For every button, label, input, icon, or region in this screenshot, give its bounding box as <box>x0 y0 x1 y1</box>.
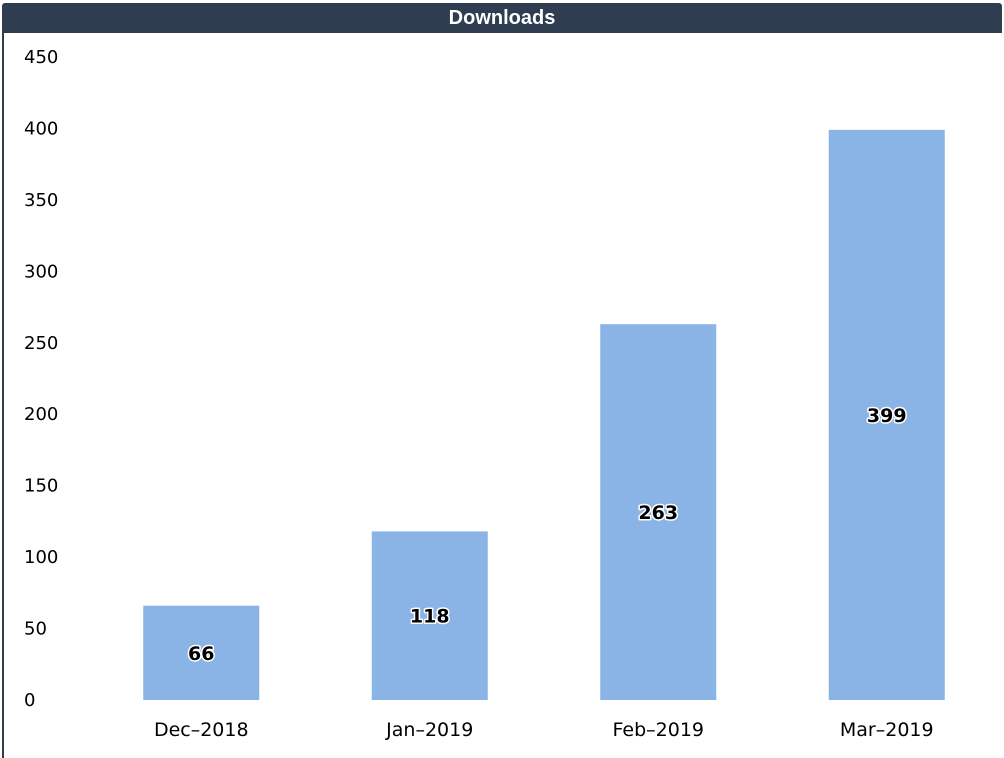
bar-3 <box>828 129 945 700</box>
bar-2 <box>600 324 717 700</box>
y-axis: 0 50 100 150 200 250 300 350 400 450 <box>24 47 58 711</box>
data-label: 118 <box>410 606 450 628</box>
chart-title-bar: Downloads <box>2 3 1002 33</box>
chart-title: Downloads <box>448 7 556 29</box>
bar-0 <box>143 605 260 700</box>
x-axis: Dec–2018 Jan–2019 Feb–2019 Mar–2019 <box>154 719 934 741</box>
x-tick-label: Mar–2019 <box>840 719 934 741</box>
x-tick-label: Jan–2019 <box>385 719 473 741</box>
chart-left-border <box>2 33 4 758</box>
data-label: 399 <box>867 405 907 427</box>
y-tick-label: 400 <box>24 118 58 139</box>
y-tick-label: 300 <box>24 261 58 282</box>
y-tick-label: 50 <box>24 619 47 640</box>
y-tick-label: 150 <box>24 476 58 497</box>
y-tick-label: 350 <box>24 190 58 211</box>
y-tick-label: 100 <box>24 547 58 568</box>
y-tick-label: 0 <box>24 690 35 711</box>
x-tick-label: Dec–2018 <box>154 719 249 741</box>
y-tick-label: 200 <box>24 404 58 425</box>
y-tick-label: 250 <box>24 333 58 354</box>
bars <box>143 129 945 700</box>
bar-1 <box>371 531 488 700</box>
y-tick-label: 450 <box>24 47 58 68</box>
data-labels: 66 118 263 399 <box>187 403 909 666</box>
data-label: 66 <box>188 643 214 665</box>
data-label: 263 <box>638 502 678 524</box>
x-tick-label: Feb–2019 <box>613 719 705 741</box>
